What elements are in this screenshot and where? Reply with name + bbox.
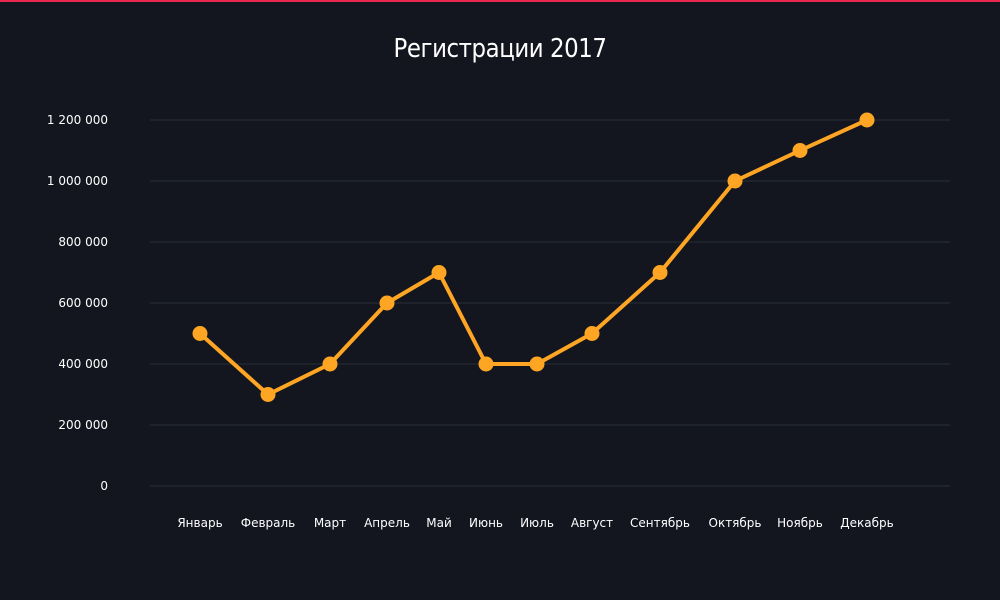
x-tick-label: Февраль: [241, 516, 296, 530]
data-point[interactable]: [478, 356, 494, 372]
y-tick-label: 800 000: [58, 235, 108, 249]
x-tick-label: Сентябрь: [630, 516, 690, 530]
top-accent-bar: [0, 0, 1000, 2]
data-point[interactable]: [584, 326, 600, 341]
data-point[interactable]: [727, 173, 743, 189]
x-tick-label: Апрель: [364, 516, 410, 530]
data-point[interactable]: [652, 265, 668, 280]
data-point[interactable]: [529, 356, 545, 372]
x-axis: Январь Февраль Март Апрель Май Июнь Июль Август…: [177, 516, 893, 530]
data-point[interactable]: [379, 295, 395, 311]
data-point[interactable]: [431, 265, 447, 280]
x-tick-label: Ноябрь: [777, 516, 823, 530]
x-tick-label: Декабрь: [840, 516, 893, 530]
x-tick-label: Июнь: [469, 516, 503, 530]
data-point[interactable]: [792, 143, 808, 158]
x-tick-label: Июль: [520, 516, 554, 530]
x-tick-label: Май: [426, 516, 452, 530]
data-point[interactable]: [322, 356, 338, 372]
series-line: [192, 112, 875, 402]
data-line: [198, 118, 868, 397]
y-tick-label: 0: [100, 479, 108, 493]
data-point[interactable]: [260, 387, 276, 402]
data-point[interactable]: [859, 112, 875, 128]
y-tick-label: 1 000 000: [47, 174, 108, 188]
grid-lines: [150, 119, 950, 487]
x-tick-label: Март: [314, 516, 346, 530]
x-tick-label: Октябрь: [709, 516, 762, 530]
x-tick-label: Январь: [177, 516, 222, 530]
x-tick-label: Август: [571, 516, 613, 530]
data-point[interactable]: [192, 326, 208, 341]
y-axis: 0 200 000 400 000 600 000 800 000 1 000 000 1 …: [47, 113, 108, 493]
y-tick-label: 400 000: [58, 357, 108, 371]
y-tick-label: 1 200 000: [47, 113, 108, 127]
y-tick-label: 200 000: [58, 418, 108, 432]
chart-title: Регистрации 2017: [393, 34, 607, 64]
y-tick-label: 600 000: [58, 296, 108, 310]
